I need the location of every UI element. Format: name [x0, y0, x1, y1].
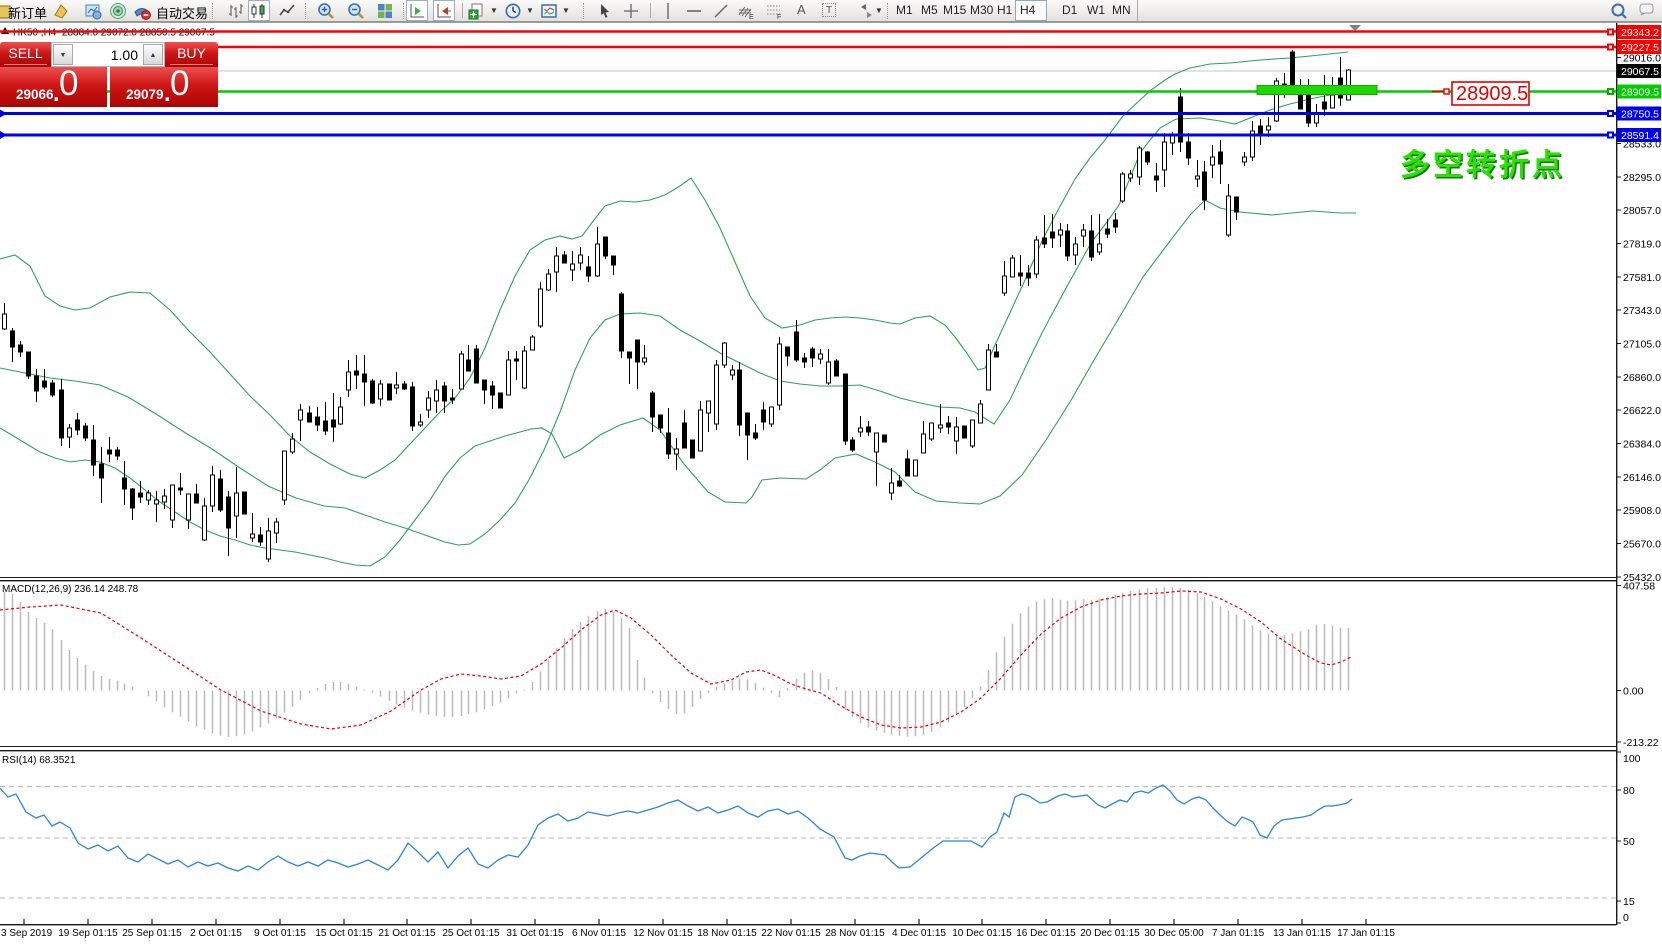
svg-text:28057.0: 28057.0 — [1623, 205, 1661, 217]
svg-text:20 Dec 01:15: 20 Dec 01:15 — [1080, 928, 1140, 939]
svg-text:21 Oct 01:15: 21 Oct 01:15 — [378, 928, 436, 939]
svg-text:4 Dec 01:15: 4 Dec 01:15 — [892, 928, 946, 939]
svg-text:13 Jan 01:15: 13 Jan 01:15 — [1273, 928, 1331, 939]
svg-text:27581.0: 27581.0 — [1623, 272, 1661, 284]
svg-text:15: 15 — [1623, 896, 1635, 908]
svg-text:28909.5: 28909.5 — [1456, 83, 1528, 105]
svg-text:28591.4: 28591.4 — [1621, 130, 1659, 142]
svg-text:50: 50 — [1623, 836, 1635, 848]
svg-text:27105.0: 27105.0 — [1623, 339, 1661, 351]
svg-text:0.00: 0.00 — [1623, 686, 1644, 698]
svg-text:26860.0: 26860.0 — [1623, 372, 1661, 384]
svg-text:HK50 ,H4 28884.0 29072.0 2885: HK50 ,H4 28884.0 29072.0 28850.5 29067.5 — [13, 28, 215, 39]
svg-text:19 Sep 01:15: 19 Sep 01:15 — [58, 928, 118, 939]
svg-text:22 Nov 01:15: 22 Nov 01:15 — [761, 928, 821, 939]
svg-text:29343.2: 29343.2 — [1621, 27, 1659, 39]
svg-text:27819.0: 27819.0 — [1623, 239, 1661, 251]
svg-text:28 Nov 01:15: 28 Nov 01:15 — [825, 928, 885, 939]
svg-text:E: E — [749, 14, 754, 20]
svg-text:2 Oct 01:15: 2 Oct 01:15 — [190, 928, 242, 939]
svg-text:3 Sep 2019: 3 Sep 2019 — [1, 928, 53, 939]
svg-text:25432.0: 25432.0 — [1623, 572, 1661, 584]
svg-text:9 Oct 01:15: 9 Oct 01:15 — [254, 928, 306, 939]
svg-text:-213.22: -213.22 — [1623, 737, 1659, 749]
svg-text:0: 0 — [1623, 912, 1629, 924]
svg-text:100: 100 — [1623, 753, 1641, 765]
svg-text:RSI(14) 68.3521: RSI(14) 68.3521 — [2, 755, 76, 766]
svg-text:31 Oct 01:15: 31 Oct 01:15 — [506, 928, 564, 939]
svg-text:26622.0: 26622.0 — [1623, 405, 1661, 417]
svg-text:29067.5: 29067.5 — [1621, 66, 1659, 78]
svg-text:15 Oct 01:15: 15 Oct 01:15 — [315, 928, 373, 939]
svg-text:25670.0: 25670.0 — [1623, 539, 1661, 551]
svg-text:17 Jan 01:15: 17 Jan 01:15 — [1337, 928, 1395, 939]
svg-text:25908.0: 25908.0 — [1623, 505, 1661, 517]
svg-text:80: 80 — [1623, 785, 1635, 797]
svg-text:MACD(12,26,9) 236.14 248.78: MACD(12,26,9) 236.14 248.78 — [2, 584, 139, 595]
svg-text:407.58: 407.58 — [1623, 581, 1655, 593]
svg-text:25 Sep 01:15: 25 Sep 01:15 — [122, 928, 182, 939]
svg-text:10 Dec 01:15: 10 Dec 01:15 — [952, 928, 1012, 939]
svg-text:16 Dec 01:15: 16 Dec 01:15 — [1016, 928, 1076, 939]
svg-text:7 Jan 01:15: 7 Jan 01:15 — [1212, 928, 1265, 939]
svg-text:F: F — [777, 14, 781, 20]
svg-text:28295.0: 28295.0 — [1623, 172, 1661, 184]
svg-text:30 Dec 05:00: 30 Dec 05:00 — [1144, 928, 1204, 939]
svg-text:多空转折点: 多空转折点 — [1400, 149, 1565, 182]
svg-text:12 Nov 01:15: 12 Nov 01:15 — [633, 928, 693, 939]
svg-text:29016.0: 29016.0 — [1623, 53, 1661, 65]
svg-text:26384.0: 26384.0 — [1623, 439, 1661, 451]
svg-text:18 Nov 01:15: 18 Nov 01:15 — [697, 928, 757, 939]
svg-text:27343.0: 27343.0 — [1623, 305, 1661, 317]
svg-text:25 Oct 01:15: 25 Oct 01:15 — [442, 928, 500, 939]
svg-text:6 Nov 01:15: 6 Nov 01:15 — [572, 928, 626, 939]
svg-text:29227.5: 29227.5 — [1621, 42, 1659, 54]
svg-text:28909.5: 28909.5 — [1621, 87, 1659, 99]
svg-text:26146.0: 26146.0 — [1623, 472, 1661, 484]
svg-text:多空转折点: 多空转折点 — [1402, 151, 1567, 184]
svg-text:28750.5: 28750.5 — [1621, 109, 1659, 121]
